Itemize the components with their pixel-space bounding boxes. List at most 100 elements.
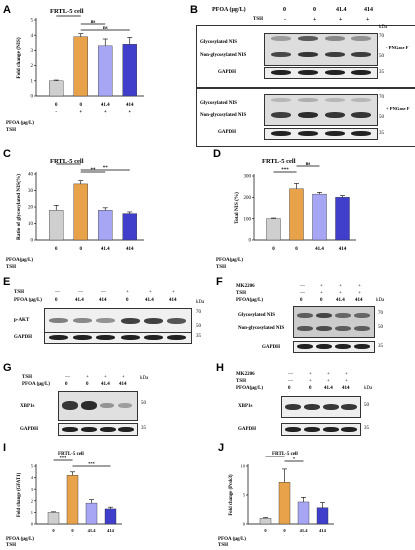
f-tsh-1: + — [320, 291, 323, 296]
blot-b-nis-bottom — [264, 94, 378, 126]
y-tick-label: 5 — [31, 464, 34, 469]
pfoa-value: 0 — [71, 528, 74, 533]
pfoa-label-i: PFOA (μg/L) — [6, 537, 34, 542]
e-mw-70: 70 — [196, 310, 201, 315]
b-pfoa-2: 41.4 — [336, 7, 347, 13]
y-tick-label: 4 — [31, 475, 34, 480]
y-tick-label: 3 — [31, 487, 34, 492]
g-label-xbp1s: XBP1s — [20, 404, 35, 409]
blot-f-gapdh — [293, 341, 375, 353]
b-bottom-label-0: Glycosylated NIS — [200, 101, 238, 106]
e-mw-50: 50 — [196, 324, 201, 329]
pfoa-value: 0 — [52, 528, 55, 533]
f-pfoa-0: 0 — [300, 298, 303, 303]
g-pfoa-0: 0 — [65, 382, 68, 387]
blot-frame-b-bottom — [196, 87, 415, 147]
f-mk-2: + — [339, 284, 342, 289]
h-label-gapdh: GAPDH — [238, 427, 257, 432]
pfoa-value: 41.4 — [88, 528, 97, 533]
e-label-pakt: p-AKT — [14, 318, 30, 323]
blot-h-xbp1s — [281, 396, 361, 418]
tsh-value: - — [53, 534, 55, 536]
blot-b-gapdh-bottom — [264, 128, 378, 140]
e-kda: kDa — [196, 300, 205, 305]
pfoa-value: 0 — [283, 528, 286, 533]
significance-label: ** — [91, 168, 97, 173]
blot-e-gapdh — [44, 332, 192, 344]
b-tsh-2: + — [339, 17, 343, 23]
pfoa-label-j: PFOA (μg/L) — [218, 537, 246, 542]
pfoa-value: 0 — [55, 247, 58, 252]
bar — [297, 501, 310, 525]
h-kda: kDa — [364, 386, 373, 391]
b-kda: kDa — [379, 25, 388, 30]
f-label-nonglyco: Non-glycosylated NIS — [238, 326, 285, 331]
g-pfoa-3: 414 — [119, 382, 127, 387]
chart-title-j: FRTL-5 cell — [272, 452, 298, 457]
b-tsh-1: + — [313, 17, 317, 23]
tsh-value: + — [109, 534, 112, 536]
h-tsh-0: — — [288, 379, 293, 384]
chart-title-a: FRTL-5 cell — [50, 8, 84, 15]
panel-letter-b: B — [190, 4, 198, 16]
y-tick-label: 1 — [31, 510, 33, 515]
y-tick-label: 10 — [241, 464, 246, 469]
g-tsh-1: + — [86, 375, 89, 380]
b-top-label-1: Non-glycosylated NIS — [200, 53, 247, 58]
pfoa-value: 414 — [126, 247, 134, 252]
y-axis-label: Fold change (GFAT1) — [17, 472, 22, 517]
b-mw-bottom-35: 35 — [379, 131, 384, 136]
g-mw-50: 50 — [141, 401, 146, 406]
tsh-value: + — [283, 534, 286, 536]
g-pfoa-1: 0 — [86, 382, 89, 387]
tsh-label-d: TSH — [216, 265, 227, 270]
f-label-glyco: Glycosylated NIS — [238, 313, 276, 318]
tsh-value: + — [321, 534, 324, 536]
e-tsh-5: + — [172, 290, 175, 295]
tsh-label-a: TSH — [6, 128, 17, 133]
g-tsh-3: + — [122, 375, 125, 380]
blot-g-xbp1s — [58, 391, 138, 421]
pfoa-value: 0 — [80, 247, 83, 252]
b-tsh-0: - — [284, 17, 286, 23]
e-pfoa-5: 414 — [169, 298, 177, 303]
f-mk-1: + — [320, 284, 323, 289]
y-tick-label: 0 — [249, 239, 252, 244]
panel-letter-c: C — [3, 148, 11, 160]
pfoa-value: 414 — [107, 528, 115, 533]
f-tsh-label: TSH — [236, 291, 247, 296]
bar — [278, 482, 291, 525]
significance-label: *** — [281, 168, 289, 173]
blot-e-pakt — [44, 308, 192, 334]
tsh-value: - — [55, 110, 57, 114]
pfoa-value: 41.4 — [101, 103, 110, 108]
g-pfoa-label: PFOA (μg/L) — [22, 382, 50, 387]
b-mw-top-70: 70 — [379, 34, 384, 39]
significance-label: ** — [103, 166, 109, 171]
e-pfoa-1: 41.4 — [75, 298, 84, 303]
y-axis-label: Total NIS (%) — [233, 192, 240, 224]
tsh-value: + — [90, 534, 93, 536]
y-tick-label: 200 — [244, 196, 252, 201]
y-tick-label: 0 — [31, 522, 34, 527]
tsh-label-b: TSH — [253, 17, 264, 22]
b-pfoa-3: 414 — [364, 7, 373, 13]
e-pfoa-4: 41.4 — [145, 298, 154, 303]
e-label-gapdh: GAPDH — [14, 335, 33, 340]
f-pfoa-2: 41.4 — [336, 298, 345, 303]
b-tsh-3: + — [366, 17, 370, 23]
tsh-value: + — [71, 534, 74, 536]
y-tick-label: 10 — [28, 222, 34, 227]
f-mk-3: + — [358, 284, 361, 289]
bar — [312, 193, 327, 241]
y-tick-label: 0 — [31, 239, 34, 244]
f-kda: kDa — [376, 298, 385, 303]
g-label-gapdh: GAPDH — [20, 427, 39, 432]
bar — [73, 183, 88, 241]
blot-f-nis — [293, 306, 375, 338]
pfoa-label-a: PFOA (μg/L) — [6, 121, 34, 126]
b-bottom-label-1: Non-glycosylated NIS — [200, 113, 247, 118]
